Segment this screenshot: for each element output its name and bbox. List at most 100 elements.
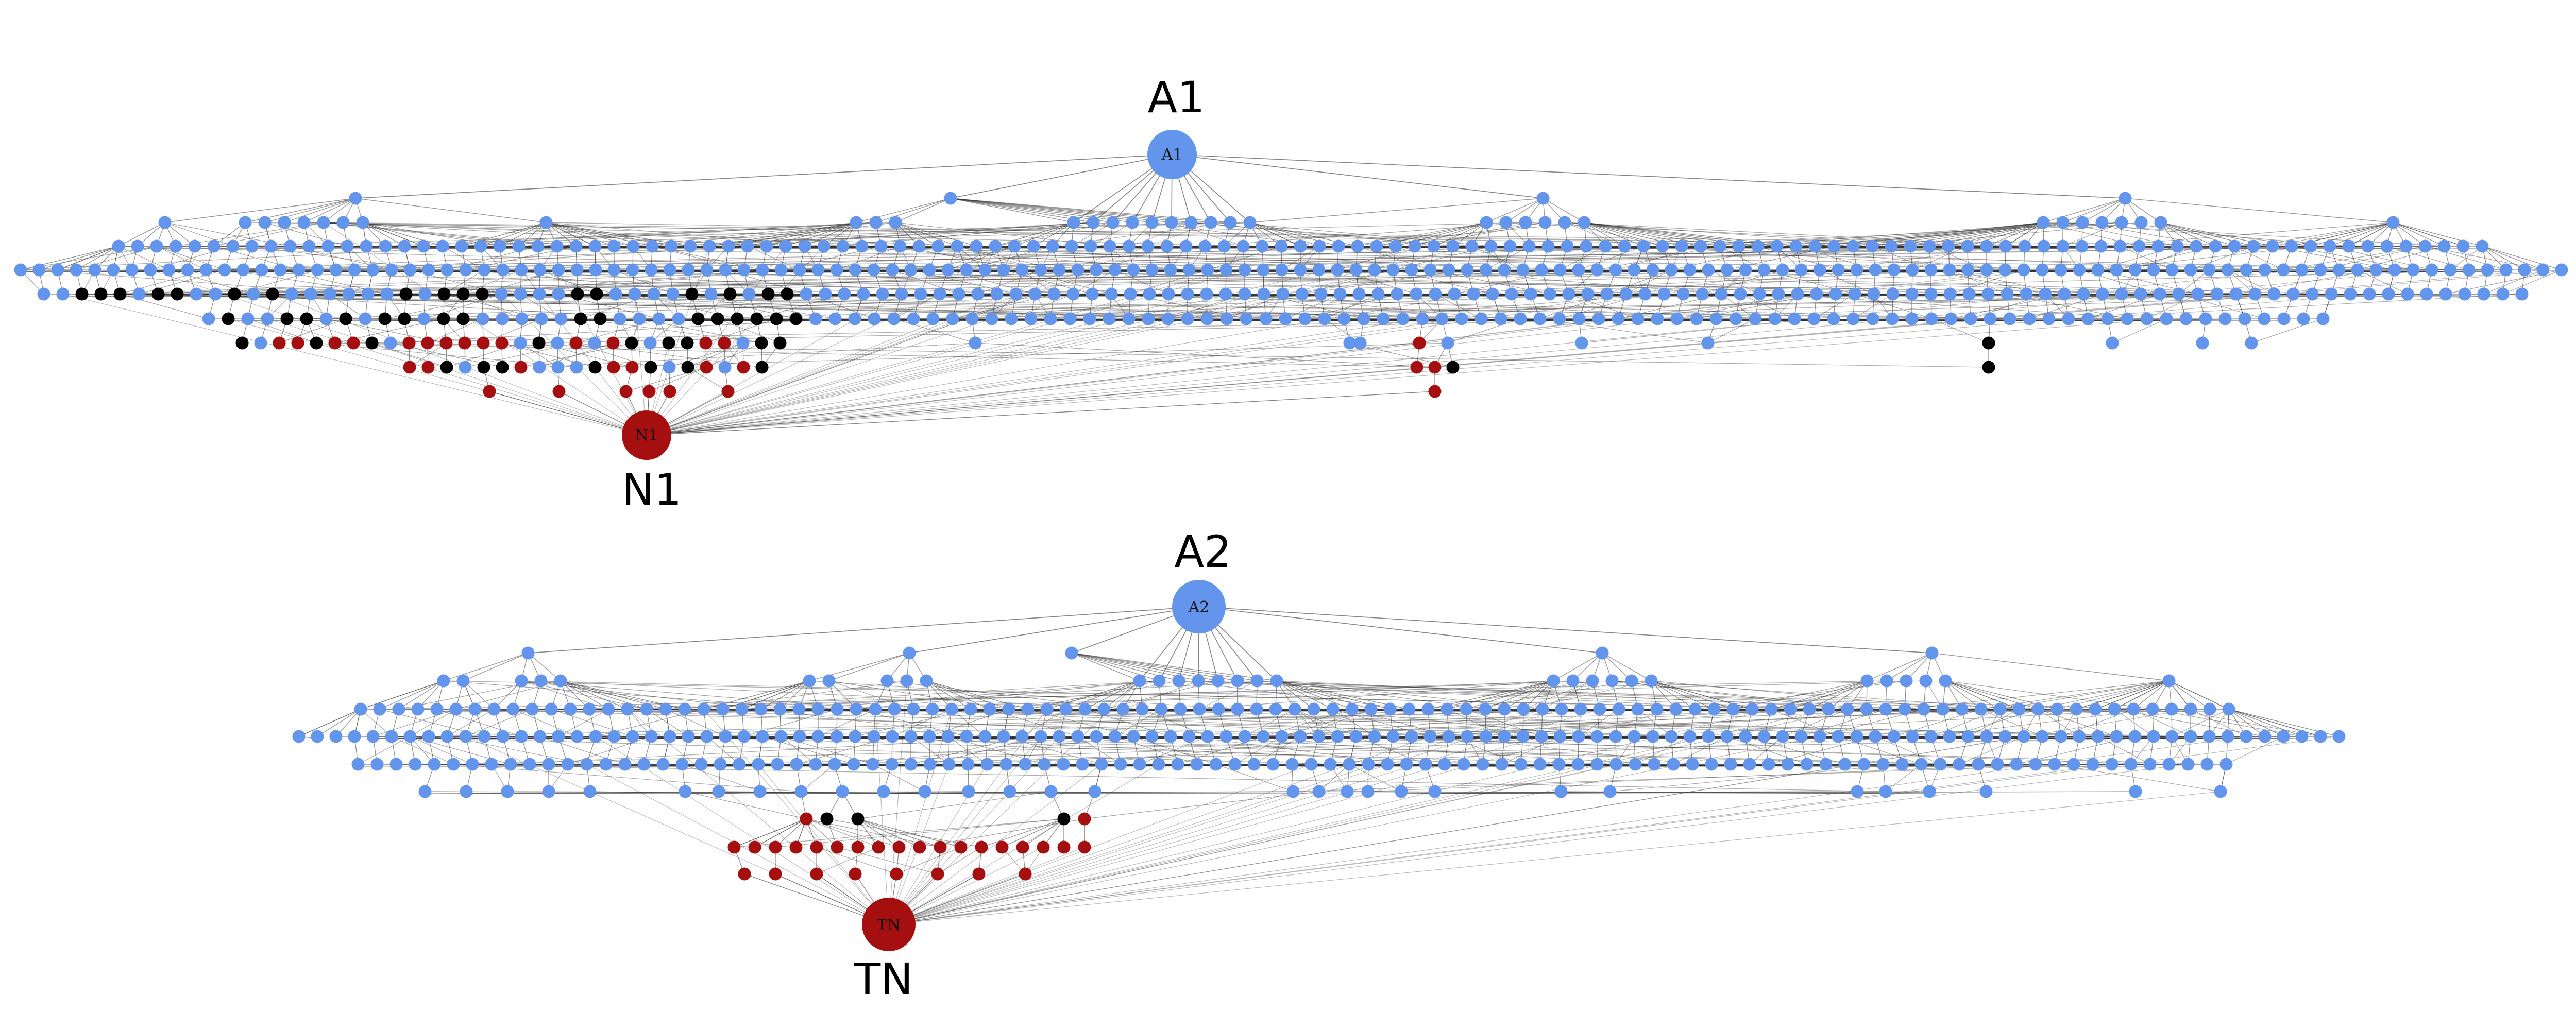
graph-node[interactable]: [1046, 239, 1059, 253]
graph-node[interactable]: [1605, 674, 1619, 688]
graph-node[interactable]: [348, 263, 361, 277]
graph-node[interactable]: [885, 758, 899, 771]
graph-node[interactable]: [960, 263, 973, 277]
graph-node[interactable]: [384, 336, 397, 350]
graph-node[interactable]: [1386, 263, 1400, 277]
graph-node[interactable]: [532, 336, 546, 350]
graph-node[interactable]: [961, 758, 975, 771]
graph-node[interactable]: [1857, 758, 1871, 771]
graph-node[interactable]: [1247, 758, 1261, 771]
graph-node[interactable]: [2037, 239, 2050, 253]
graph-node[interactable]: [1386, 730, 1400, 743]
graph-node[interactable]: [449, 702, 463, 716]
graph-node[interactable]: [2202, 263, 2216, 277]
graph-node[interactable]: [790, 758, 803, 771]
graph-node[interactable]: [2073, 263, 2086, 277]
graph-node[interactable]: [1850, 730, 1863, 743]
graph-node[interactable]: [643, 336, 657, 350]
graph-node[interactable]: [255, 263, 268, 277]
graph-node[interactable]: [1250, 674, 1264, 688]
graph-node[interactable]: [2023, 312, 2036, 325]
graph-node[interactable]: [190, 287, 203, 301]
graph-node[interactable]: [748, 840, 761, 854]
graph-node[interactable]: [366, 263, 380, 277]
graph-node[interactable]: [1575, 336, 1588, 350]
graph-node[interactable]: [942, 758, 956, 771]
graph-node[interactable]: [361, 287, 375, 301]
graph-node[interactable]: [904, 263, 918, 277]
graph-node[interactable]: [1219, 263, 1233, 277]
graph-node[interactable]: [422, 730, 435, 743]
graph-node[interactable]: [1331, 263, 1344, 277]
graph-node[interactable]: [2110, 730, 2123, 743]
graph-node[interactable]: [1400, 758, 1413, 771]
graph-node[interactable]: [700, 263, 714, 277]
graph-node[interactable]: [877, 785, 890, 798]
graph-node[interactable]: [1571, 758, 1585, 771]
graph-node[interactable]: [291, 336, 304, 350]
graph-node[interactable]: [831, 702, 844, 716]
graph-node[interactable]: [1238, 263, 1251, 277]
graph-node[interactable]: [399, 287, 413, 301]
graph-node[interactable]: [460, 785, 473, 798]
graph-node[interactable]: [972, 867, 986, 881]
graph-node[interactable]: [2017, 263, 2030, 277]
graph-node[interactable]: [2196, 336, 2209, 350]
graph-node[interactable]: [836, 785, 849, 798]
graph-node[interactable]: [1053, 263, 1066, 277]
graph-node[interactable]: [1905, 312, 1919, 325]
graph-node[interactable]: [1312, 785, 1326, 798]
graph-node[interactable]: [2001, 287, 2014, 301]
graph-node[interactable]: [1015, 263, 1029, 277]
graph-node[interactable]: [235, 336, 249, 350]
graph-node[interactable]: [2147, 730, 2160, 743]
graph-node[interactable]: [261, 312, 274, 325]
graph-node[interactable]: [1789, 239, 1803, 253]
graph-node[interactable]: [857, 287, 870, 301]
graph-node[interactable]: [978, 263, 992, 277]
graph-node[interactable]: [1071, 730, 1084, 743]
graph-node[interactable]: [1009, 287, 1023, 301]
graph-node[interactable]: [1879, 702, 1892, 716]
graph-node[interactable]: [1516, 263, 1530, 277]
graph-node[interactable]: [2140, 312, 2154, 325]
graph-node[interactable]: [2277, 312, 2291, 325]
graph-node[interactable]: [831, 840, 844, 854]
graph-node[interactable]: [773, 336, 787, 350]
graph-node[interactable]: [1021, 702, 1035, 716]
graph-node[interactable]: [2325, 287, 2338, 301]
graph-node[interactable]: [144, 263, 157, 277]
graph-node[interactable]: [1161, 312, 1175, 325]
graph-node[interactable]: [1596, 646, 1609, 660]
graph-node[interactable]: [1561, 239, 1574, 253]
graph-node[interactable]: [440, 360, 453, 374]
graph-node[interactable]: [810, 840, 823, 854]
graph-node[interactable]: [737, 360, 750, 374]
graph-node[interactable]: [1494, 312, 1507, 325]
graph-node[interactable]: [437, 674, 450, 688]
graph-node[interactable]: [169, 239, 182, 253]
graph-node[interactable]: [1441, 336, 1454, 350]
graph-node[interactable]: [1019, 758, 1032, 771]
graph-node[interactable]: [722, 239, 735, 253]
graph-node[interactable]: [354, 702, 367, 716]
graph-node[interactable]: [675, 758, 689, 771]
graph-node[interactable]: [811, 730, 825, 743]
graph-node[interactable]: [1231, 702, 1244, 716]
graph-node[interactable]: [1800, 758, 1814, 771]
graph-node[interactable]: [514, 336, 527, 350]
graph-node[interactable]: [366, 730, 380, 743]
graph-node[interactable]: [1999, 239, 2012, 253]
graph-node[interactable]: [496, 360, 509, 374]
graph-node[interactable]: [1580, 239, 1593, 253]
graph-node[interactable]: [737, 263, 751, 277]
graph-node[interactable]: [1961, 263, 1975, 277]
graph-node[interactable]: [2181, 758, 2195, 771]
graph-node[interactable]: [1866, 312, 1879, 325]
graph-node[interactable]: [793, 730, 806, 743]
graph-node[interactable]: [684, 239, 697, 253]
graph-node[interactable]: [1593, 702, 1606, 716]
graph-node[interactable]: [754, 702, 768, 716]
graph-node[interactable]: [1143, 287, 1156, 301]
graph-node[interactable]: [302, 239, 316, 253]
